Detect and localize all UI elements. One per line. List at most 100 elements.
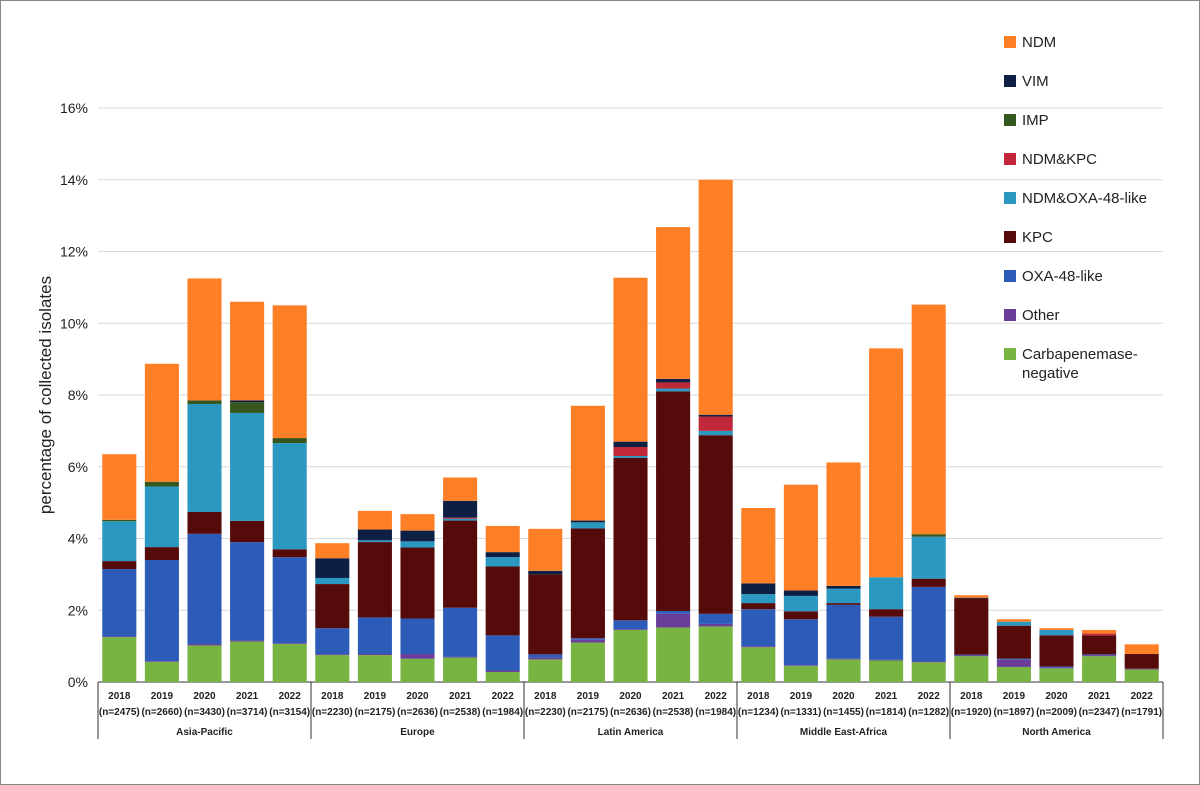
y-tick-label: 2% (68, 602, 88, 618)
x-tick-label: 2018 (321, 691, 344, 702)
bar-segment (570, 639, 605, 643)
legend-swatch (1004, 348, 1016, 360)
bar-segment (1082, 654, 1117, 656)
bar-segment (656, 627, 691, 682)
bar-segment (485, 552, 520, 558)
bar-segment (443, 656, 478, 658)
x-tick-sublabel: (n=2636) (610, 707, 651, 718)
bar-segment (911, 578, 946, 587)
bar-segment (485, 635, 520, 671)
x-tick-sublabel: (n=1234) (738, 707, 779, 718)
bar-segment (996, 625, 1031, 659)
legend-swatch (1004, 153, 1016, 165)
x-tick-label: 2018 (534, 691, 557, 702)
bar-segment (357, 529, 392, 541)
bar-segment (1039, 635, 1074, 667)
bar-segment (741, 647, 776, 682)
x-tick-sublabel: (n=3430) (184, 707, 225, 718)
bar-segment (570, 522, 605, 529)
legend-item: NDM&OXA-48-like (1004, 189, 1184, 228)
bar-segment (783, 619, 818, 666)
bar-segment (613, 441, 648, 448)
bar-segment (911, 586, 946, 662)
legend-label: NDM (1022, 34, 1057, 51)
bar-segment (1039, 667, 1074, 669)
bar-segment (613, 277, 648, 442)
bar-segment (741, 609, 776, 647)
bar-segment (485, 525, 520, 553)
bar-segment (656, 227, 691, 379)
bar-segment (230, 520, 265, 543)
bar-segment (187, 400, 222, 404)
x-tick-label: 2022 (705, 691, 728, 702)
legend-item: VIM (1004, 72, 1184, 111)
x-tick-label: 2020 (1045, 691, 1068, 702)
bar-segment (400, 514, 435, 531)
x-tick-sublabel: (n=2175) (567, 707, 608, 718)
bar-segment (230, 301, 265, 401)
bar-segment (911, 304, 946, 535)
bar-segment (869, 660, 904, 682)
bar-segment (656, 613, 691, 628)
legend-label: Carbapenemase-negative (1022, 346, 1138, 382)
x-tick-label: 2021 (236, 691, 259, 702)
bar-segment (187, 645, 222, 682)
bar-segment (996, 666, 1031, 682)
x-tick-label: 2022 (279, 691, 302, 702)
legend-label: KPC (1022, 229, 1053, 246)
bar-segment (570, 528, 605, 639)
legend-item: KPC (1004, 228, 1184, 267)
bar-segment (400, 654, 435, 659)
bar-segment (613, 620, 648, 630)
bar-segment (996, 619, 1031, 622)
bar-segment (144, 547, 179, 561)
legend-item: OXA-48-like (1004, 267, 1184, 306)
bar-segment (698, 435, 733, 614)
bar-segment (1039, 666, 1074, 668)
bar-segment (570, 638, 605, 640)
bar-segment (783, 590, 818, 596)
group-label: North America (1022, 727, 1091, 738)
bar-segment (144, 661, 179, 662)
bar-segment (1039, 628, 1074, 630)
bar-segment (741, 646, 776, 648)
bar-segment (144, 661, 179, 682)
bar-segment (1124, 669, 1159, 682)
bar-segment (315, 543, 350, 559)
bar-segment (826, 604, 861, 659)
bar-segment (869, 616, 904, 660)
bar-segment (357, 542, 392, 618)
bar-segment (826, 659, 861, 682)
bar-segment (1039, 629, 1074, 636)
legend-item: NDM (1004, 33, 1184, 72)
bar-segment (783, 611, 818, 620)
bar-segment (911, 662, 946, 682)
bar-segment (357, 540, 392, 543)
x-tick-label: 2019 (364, 691, 387, 702)
bar-segment (443, 518, 478, 521)
legend-swatch (1004, 231, 1016, 243)
bar-segment (954, 656, 989, 682)
x-tick-label: 2022 (492, 691, 515, 702)
bar-segment (400, 541, 435, 548)
legend-label: NDM&OXA-48-like (1022, 190, 1148, 207)
bar-segment (570, 520, 605, 523)
legend-item: Other (1004, 306, 1184, 345)
bar-segment (485, 557, 520, 567)
bar-segment (911, 536, 946, 579)
bar-segment (656, 388, 691, 392)
bar-segment (443, 657, 478, 682)
bar-segment (570, 405, 605, 521)
bar-segment (954, 654, 989, 656)
bar-segment (826, 603, 861, 605)
bar-segment (996, 621, 1031, 626)
legend-swatch (1004, 309, 1016, 321)
x-tick-sublabel: (n=2475) (99, 707, 140, 718)
bar-segment (656, 378, 691, 383)
bar-segment (102, 454, 137, 520)
bar-segment (698, 626, 733, 682)
bar-segment (1082, 656, 1117, 682)
legend: NDM VIM IMP NDM&KPC NDM&OXA-48-like KPC OXA-48… (1004, 33, 1184, 384)
x-tick-label: 2020 (406, 691, 429, 702)
